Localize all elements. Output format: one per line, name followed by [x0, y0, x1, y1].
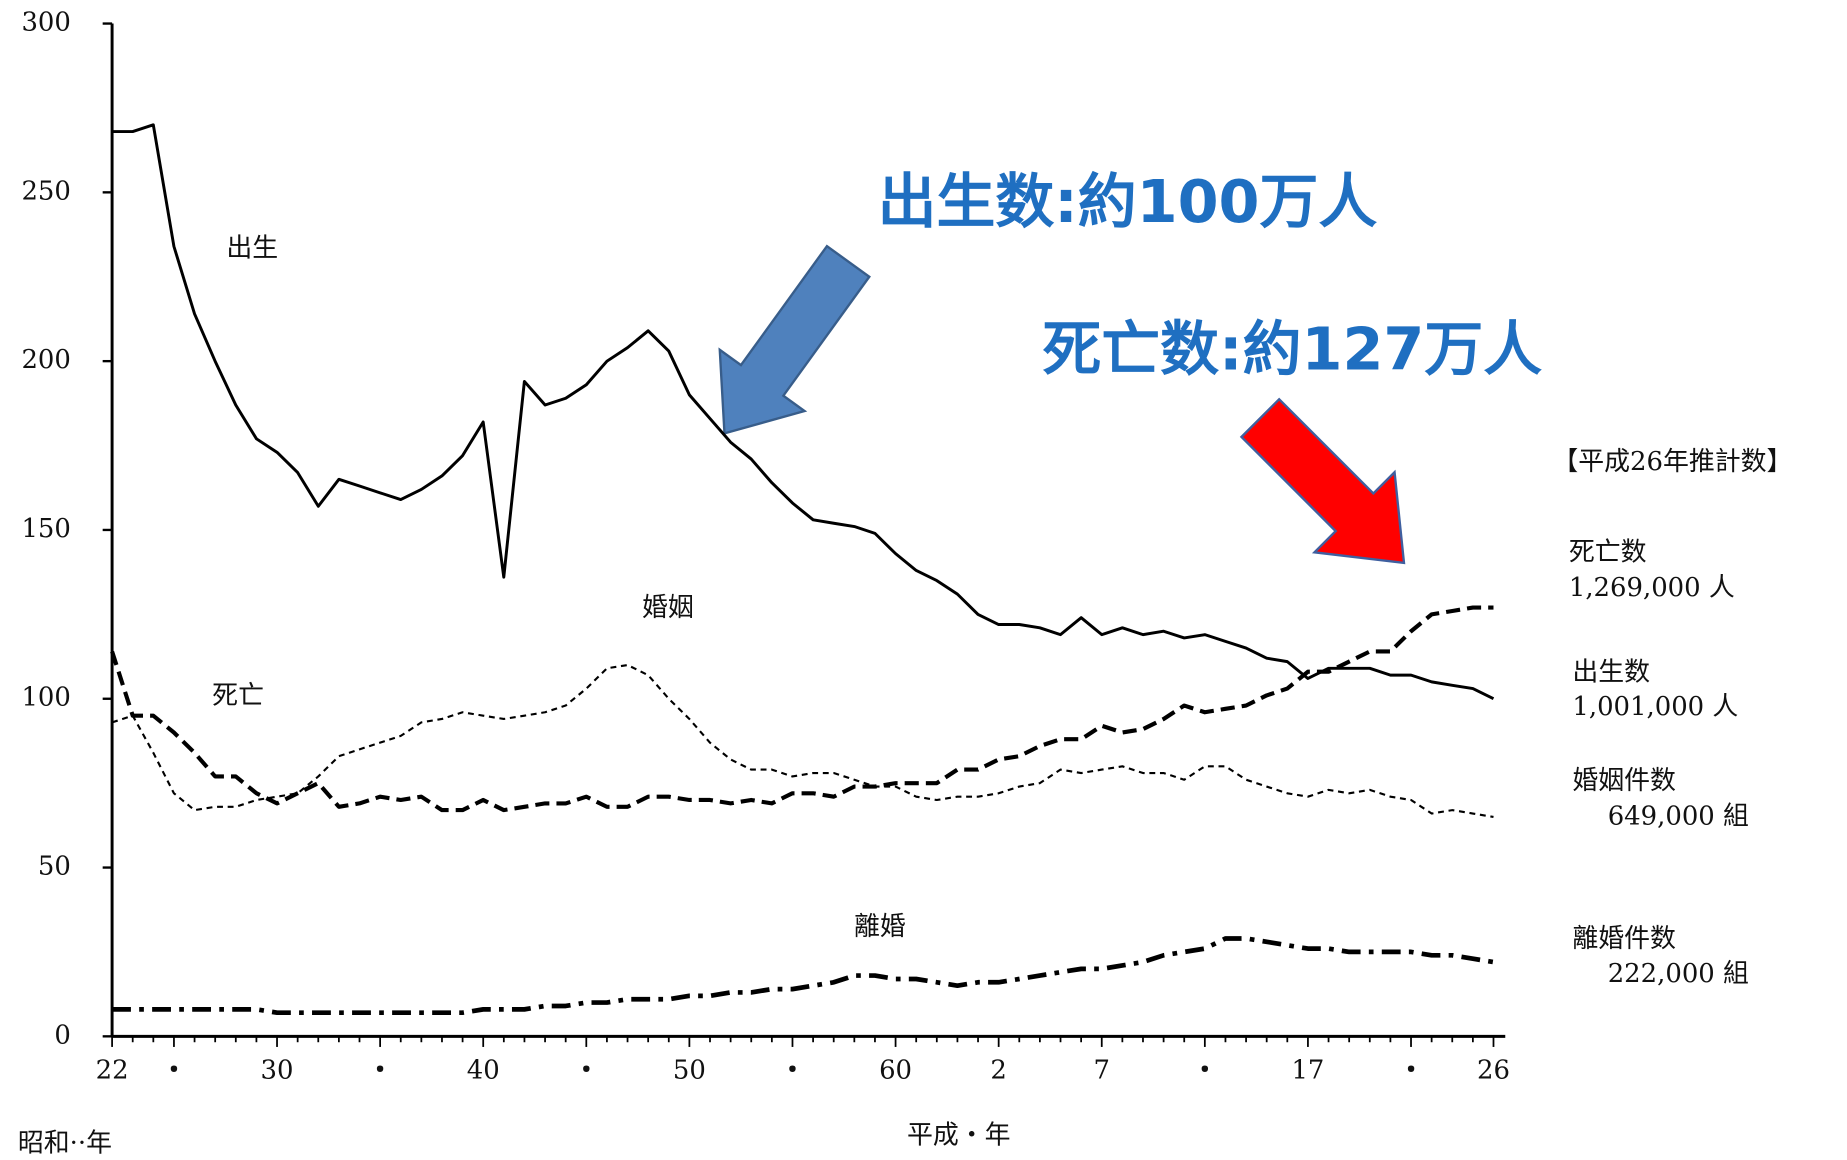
x-axis-label: 平成・年 — [907, 1120, 1011, 1150]
estimate-label: 死亡数 — [1569, 538, 1647, 568]
x-tick-label: 50 — [673, 1056, 706, 1086]
x-tick-label: ・ — [161, 1056, 187, 1086]
estimate-label: 離婚件数 — [1572, 924, 1676, 954]
annotation: 出生数:約100万人 — [878, 167, 1378, 236]
y-tick-label: 50 — [38, 852, 71, 882]
x-tick-label: ・ — [573, 1056, 599, 1086]
annotation: 死亡数:約127万人 — [1042, 314, 1542, 383]
estimates-title: 【平成26年推計数】 — [1552, 447, 1792, 477]
estimate-value: 1,001,000 人 — [1572, 692, 1738, 722]
x-tick-label: 30 — [261, 1056, 294, 1086]
death-arrow — [1239, 397, 1406, 565]
y-tick-label: 250 — [21, 176, 70, 206]
y-tick-label: 100 — [21, 683, 70, 713]
series-label: 出生 — [226, 234, 278, 264]
y-tick-label: 300 — [21, 8, 70, 38]
y-tick-label: 150 — [21, 514, 70, 544]
x-tick-label: 7 — [1094, 1056, 1110, 1086]
birth-arrow — [718, 244, 871, 435]
x-tick-label: 26 — [1477, 1056, 1510, 1086]
x-tick-label: 17 — [1291, 1056, 1324, 1086]
estimate-value: 222,000 組 — [1608, 959, 1749, 989]
x-axis-label: 昭和··年 — [18, 1129, 112, 1159]
series-label: 離婚 — [854, 912, 906, 942]
estimate-value: 649,000 組 — [1608, 801, 1749, 831]
y-tick-label: 0 — [54, 1020, 70, 1050]
series-line — [112, 123, 1495, 701]
series-line — [110, 605, 1494, 813]
x-tick-label: 60 — [879, 1056, 912, 1086]
series-label: 婚姻 — [642, 593, 694, 623]
x-tick-label: 2 — [990, 1056, 1006, 1086]
x-tick-label: 22 — [96, 1056, 129, 1086]
x-tick-label: ・ — [367, 1056, 393, 1086]
series-line — [112, 936, 1494, 1016]
estimate-value: 1,269,000 人 — [1569, 573, 1735, 603]
y-tick-label: 200 — [21, 345, 70, 375]
series-line — [111, 663, 1494, 818]
x-tick-label: 40 — [467, 1056, 500, 1086]
estimate-label: 出生数 — [1572, 658, 1650, 688]
x-tick-label: ・ — [1192, 1056, 1218, 1086]
x-tick-label: ・ — [780, 1056, 806, 1086]
estimate-label: 婚姻件数 — [1572, 766, 1676, 796]
series-label: 死亡 — [212, 681, 264, 711]
x-tick-label: ・ — [1398, 1056, 1424, 1086]
